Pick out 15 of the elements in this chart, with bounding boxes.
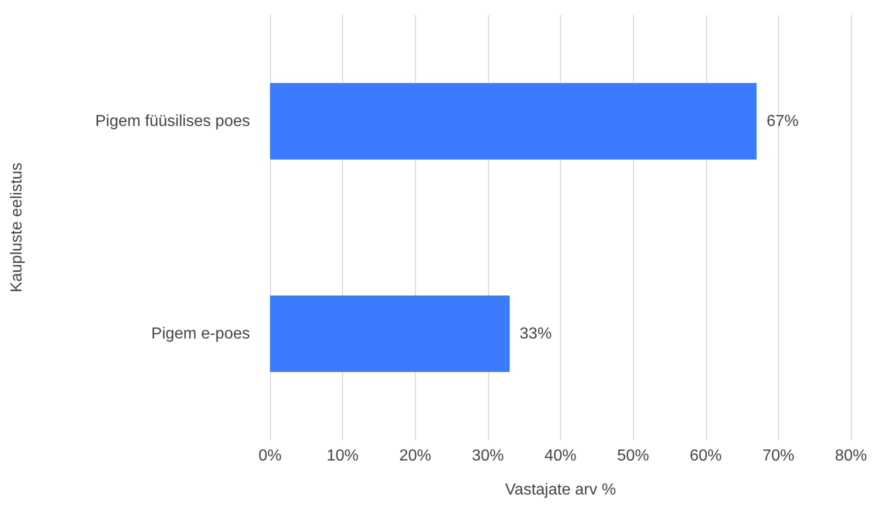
x-tick-label: 10% bbox=[326, 448, 359, 464]
x-tick-label: 40% bbox=[544, 448, 577, 464]
x-tick-label: 70% bbox=[762, 448, 794, 464]
x-tick-label: 20% bbox=[399, 448, 432, 464]
x-tick-label: 30% bbox=[472, 448, 504, 464]
data-label: 33% bbox=[520, 325, 552, 342]
y-tick-label: Pigem füüsilises poes bbox=[95, 112, 250, 130]
y-axis-title: Kaupluste eelistus bbox=[8, 162, 26, 292]
x-tick-label: 50% bbox=[617, 448, 650, 464]
x-tick-label: 60% bbox=[690, 448, 722, 464]
data-label: 67% bbox=[766, 112, 799, 130]
x-tick-label: 0% bbox=[258, 448, 282, 464]
y-tick-label: Pigem e-poes bbox=[151, 325, 250, 342]
x-tick-label: 80% bbox=[834, 448, 868, 464]
x-axis-title: Vastajate arv % bbox=[505, 482, 616, 498]
